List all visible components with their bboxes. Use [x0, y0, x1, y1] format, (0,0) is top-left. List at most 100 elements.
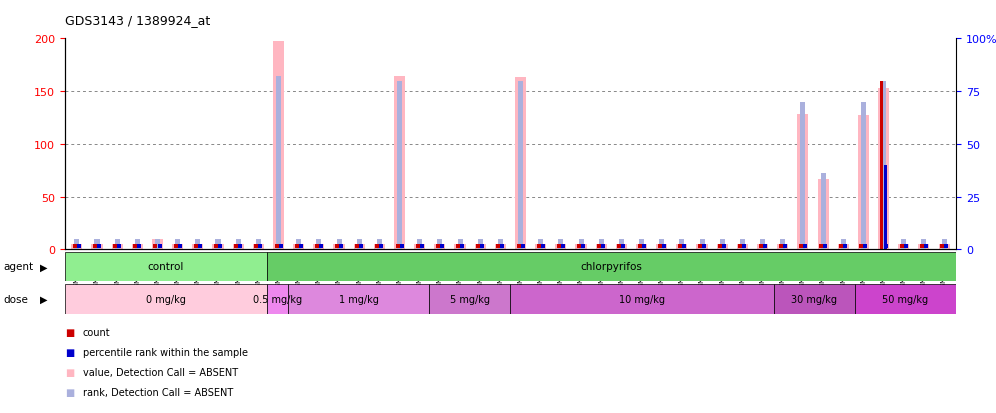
- Bar: [498, 240, 503, 250]
- Bar: [192, 244, 203, 250]
- Bar: [801, 102, 806, 250]
- Bar: [740, 240, 745, 250]
- Bar: [296, 240, 301, 250]
- Bar: [696, 244, 707, 250]
- Bar: [152, 240, 163, 250]
- Bar: [559, 240, 564, 250]
- Bar: [429, 284, 510, 314]
- Bar: [515, 78, 526, 250]
- Bar: [676, 244, 687, 250]
- Bar: [798, 115, 809, 250]
- Text: ▶: ▶: [40, 262, 48, 272]
- Bar: [215, 240, 220, 250]
- Bar: [131, 244, 142, 250]
- Text: ▶: ▶: [40, 294, 48, 304]
- Bar: [65, 284, 267, 314]
- Bar: [437, 240, 442, 250]
- Bar: [639, 240, 644, 250]
- Text: ■: ■: [65, 387, 74, 397]
- Bar: [556, 244, 567, 250]
- Bar: [273, 43, 284, 250]
- Bar: [374, 244, 384, 250]
- Bar: [155, 240, 160, 250]
- Text: control: control: [147, 262, 184, 272]
- Bar: [596, 244, 607, 250]
- Bar: [414, 244, 425, 250]
- Bar: [938, 244, 949, 250]
- Text: value, Detection Call = ABSENT: value, Detection Call = ABSENT: [83, 367, 238, 377]
- Bar: [175, 240, 180, 250]
- Bar: [880, 81, 882, 250]
- Bar: [434, 244, 445, 250]
- Bar: [861, 102, 866, 250]
- Bar: [821, 174, 826, 250]
- Bar: [518, 81, 523, 250]
- Bar: [276, 77, 281, 250]
- Bar: [354, 244, 365, 250]
- Text: 30 mg/kg: 30 mg/kg: [792, 294, 838, 304]
- Bar: [599, 240, 604, 250]
- Bar: [774, 284, 855, 314]
- Bar: [780, 240, 785, 250]
- Bar: [757, 244, 768, 250]
- Bar: [317, 240, 322, 250]
- Bar: [478, 240, 483, 250]
- Bar: [195, 240, 200, 250]
- Bar: [314, 244, 325, 250]
- Bar: [75, 240, 80, 250]
- Bar: [95, 240, 100, 250]
- Bar: [619, 240, 623, 250]
- Bar: [236, 240, 241, 250]
- Bar: [855, 284, 956, 314]
- Bar: [267, 284, 288, 314]
- Text: ■: ■: [65, 347, 74, 357]
- Text: chlorpyrifos: chlorpyrifos: [581, 262, 642, 272]
- Bar: [699, 240, 704, 250]
- Bar: [510, 284, 774, 314]
- Bar: [172, 244, 183, 250]
- Bar: [884, 166, 886, 250]
- Text: rank, Detection Call = ABSENT: rank, Detection Call = ABSENT: [83, 387, 233, 397]
- Bar: [288, 284, 429, 314]
- Text: percentile rank within the sample: percentile rank within the sample: [83, 347, 248, 357]
- Bar: [417, 240, 422, 250]
- Bar: [616, 244, 626, 250]
- Bar: [579, 240, 584, 250]
- Bar: [576, 244, 587, 250]
- Bar: [679, 240, 684, 250]
- Bar: [918, 244, 929, 250]
- Text: 10 mg/kg: 10 mg/kg: [620, 294, 665, 304]
- Bar: [293, 244, 304, 250]
- Bar: [233, 244, 244, 250]
- Bar: [112, 244, 123, 250]
- Bar: [267, 252, 956, 282]
- Text: 1 mg/kg: 1 mg/kg: [339, 294, 378, 304]
- Bar: [72, 244, 83, 250]
- Bar: [256, 240, 261, 250]
- Text: agent: agent: [3, 262, 33, 272]
- Bar: [901, 240, 906, 250]
- Text: 0 mg/kg: 0 mg/kg: [146, 294, 186, 304]
- Bar: [921, 240, 926, 250]
- Bar: [656, 244, 667, 250]
- Bar: [881, 81, 886, 250]
- Bar: [538, 240, 543, 250]
- Bar: [737, 244, 748, 250]
- Bar: [720, 240, 725, 250]
- Bar: [878, 89, 889, 250]
- Bar: [454, 244, 465, 250]
- Bar: [475, 244, 486, 250]
- Bar: [818, 179, 829, 250]
- Text: 5 mg/kg: 5 mg/kg: [450, 294, 490, 304]
- Bar: [134, 240, 139, 250]
- Bar: [212, 244, 223, 250]
- Text: count: count: [83, 328, 111, 337]
- Bar: [337, 240, 342, 250]
- Bar: [394, 77, 405, 250]
- Bar: [659, 240, 664, 250]
- Text: 0.5 mg/kg: 0.5 mg/kg: [253, 294, 302, 304]
- Text: ■: ■: [65, 328, 74, 337]
- Bar: [334, 244, 345, 250]
- Bar: [397, 81, 402, 250]
- Bar: [357, 240, 362, 250]
